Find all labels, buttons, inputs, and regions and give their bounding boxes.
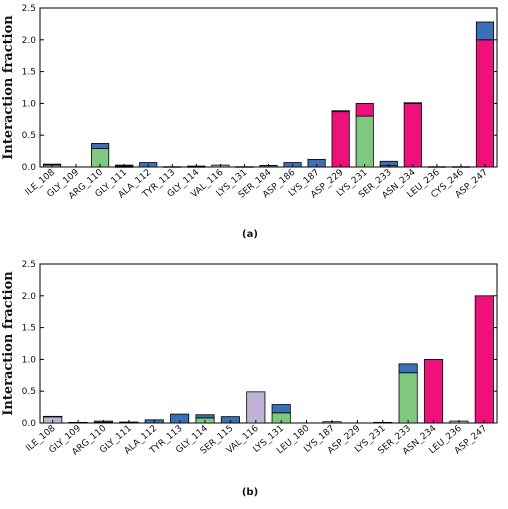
bar-segment-val-116-hydrophobic [246,391,266,424]
y-tick-label: 2.5 [22,4,36,14]
y-tick-label: 1.5 [22,324,36,334]
panel-label: (b) [242,487,258,498]
bar-segment-ser-233-water-bridges [398,372,418,424]
bar-segment-asn-234-h-bonds [403,102,422,104]
y-tick-label: 1.5 [22,68,36,78]
bar-segment-arg-110-h-bonds [91,143,110,149]
y-tick-label: 1.0 [22,355,37,365]
y-tick-label: 0.5 [22,387,36,397]
plot-frame [39,263,498,424]
y-tick-label: 1.0 [22,99,37,109]
bar-segment-lys-231-water-bridges [355,115,374,168]
y-tick-label: 0.0 [22,163,37,173]
y-tick-label: 0.5 [22,131,36,141]
bar-segment-lys-131-h-bonds [271,404,291,414]
y-axis-label: Interaction fraction [1,15,16,160]
bar-segment-ser-233-h-bonds [398,363,418,374]
bar-segment-asp-229-ionic [331,111,350,168]
bar-segment-ile-108-h-bonds [43,415,63,418]
y-tick-label: 2.0 [22,36,37,46]
bar-segment-asn-234-ionic [423,358,444,424]
bar-segment-asp-247-h-bonds [475,21,495,41]
panel-label: (a) [242,229,258,240]
y-tick-label: 2.0 [22,292,37,302]
bar-segment-asp-229-h-bonds [331,110,350,113]
bar-segment-asp-247-ionic [474,295,494,424]
bar-segment-lys-231-ionic [355,103,374,117]
y-axis-label: Interaction fraction [1,271,16,416]
bar-segment-gly-114-h-bonds [195,414,215,419]
bar-segment-asn-234-ionic [403,103,422,168]
y-tick-label: 0.0 [22,419,37,429]
bar-segment-asp-247-ionic [475,39,495,168]
y-tick-label: 2.5 [22,260,36,270]
